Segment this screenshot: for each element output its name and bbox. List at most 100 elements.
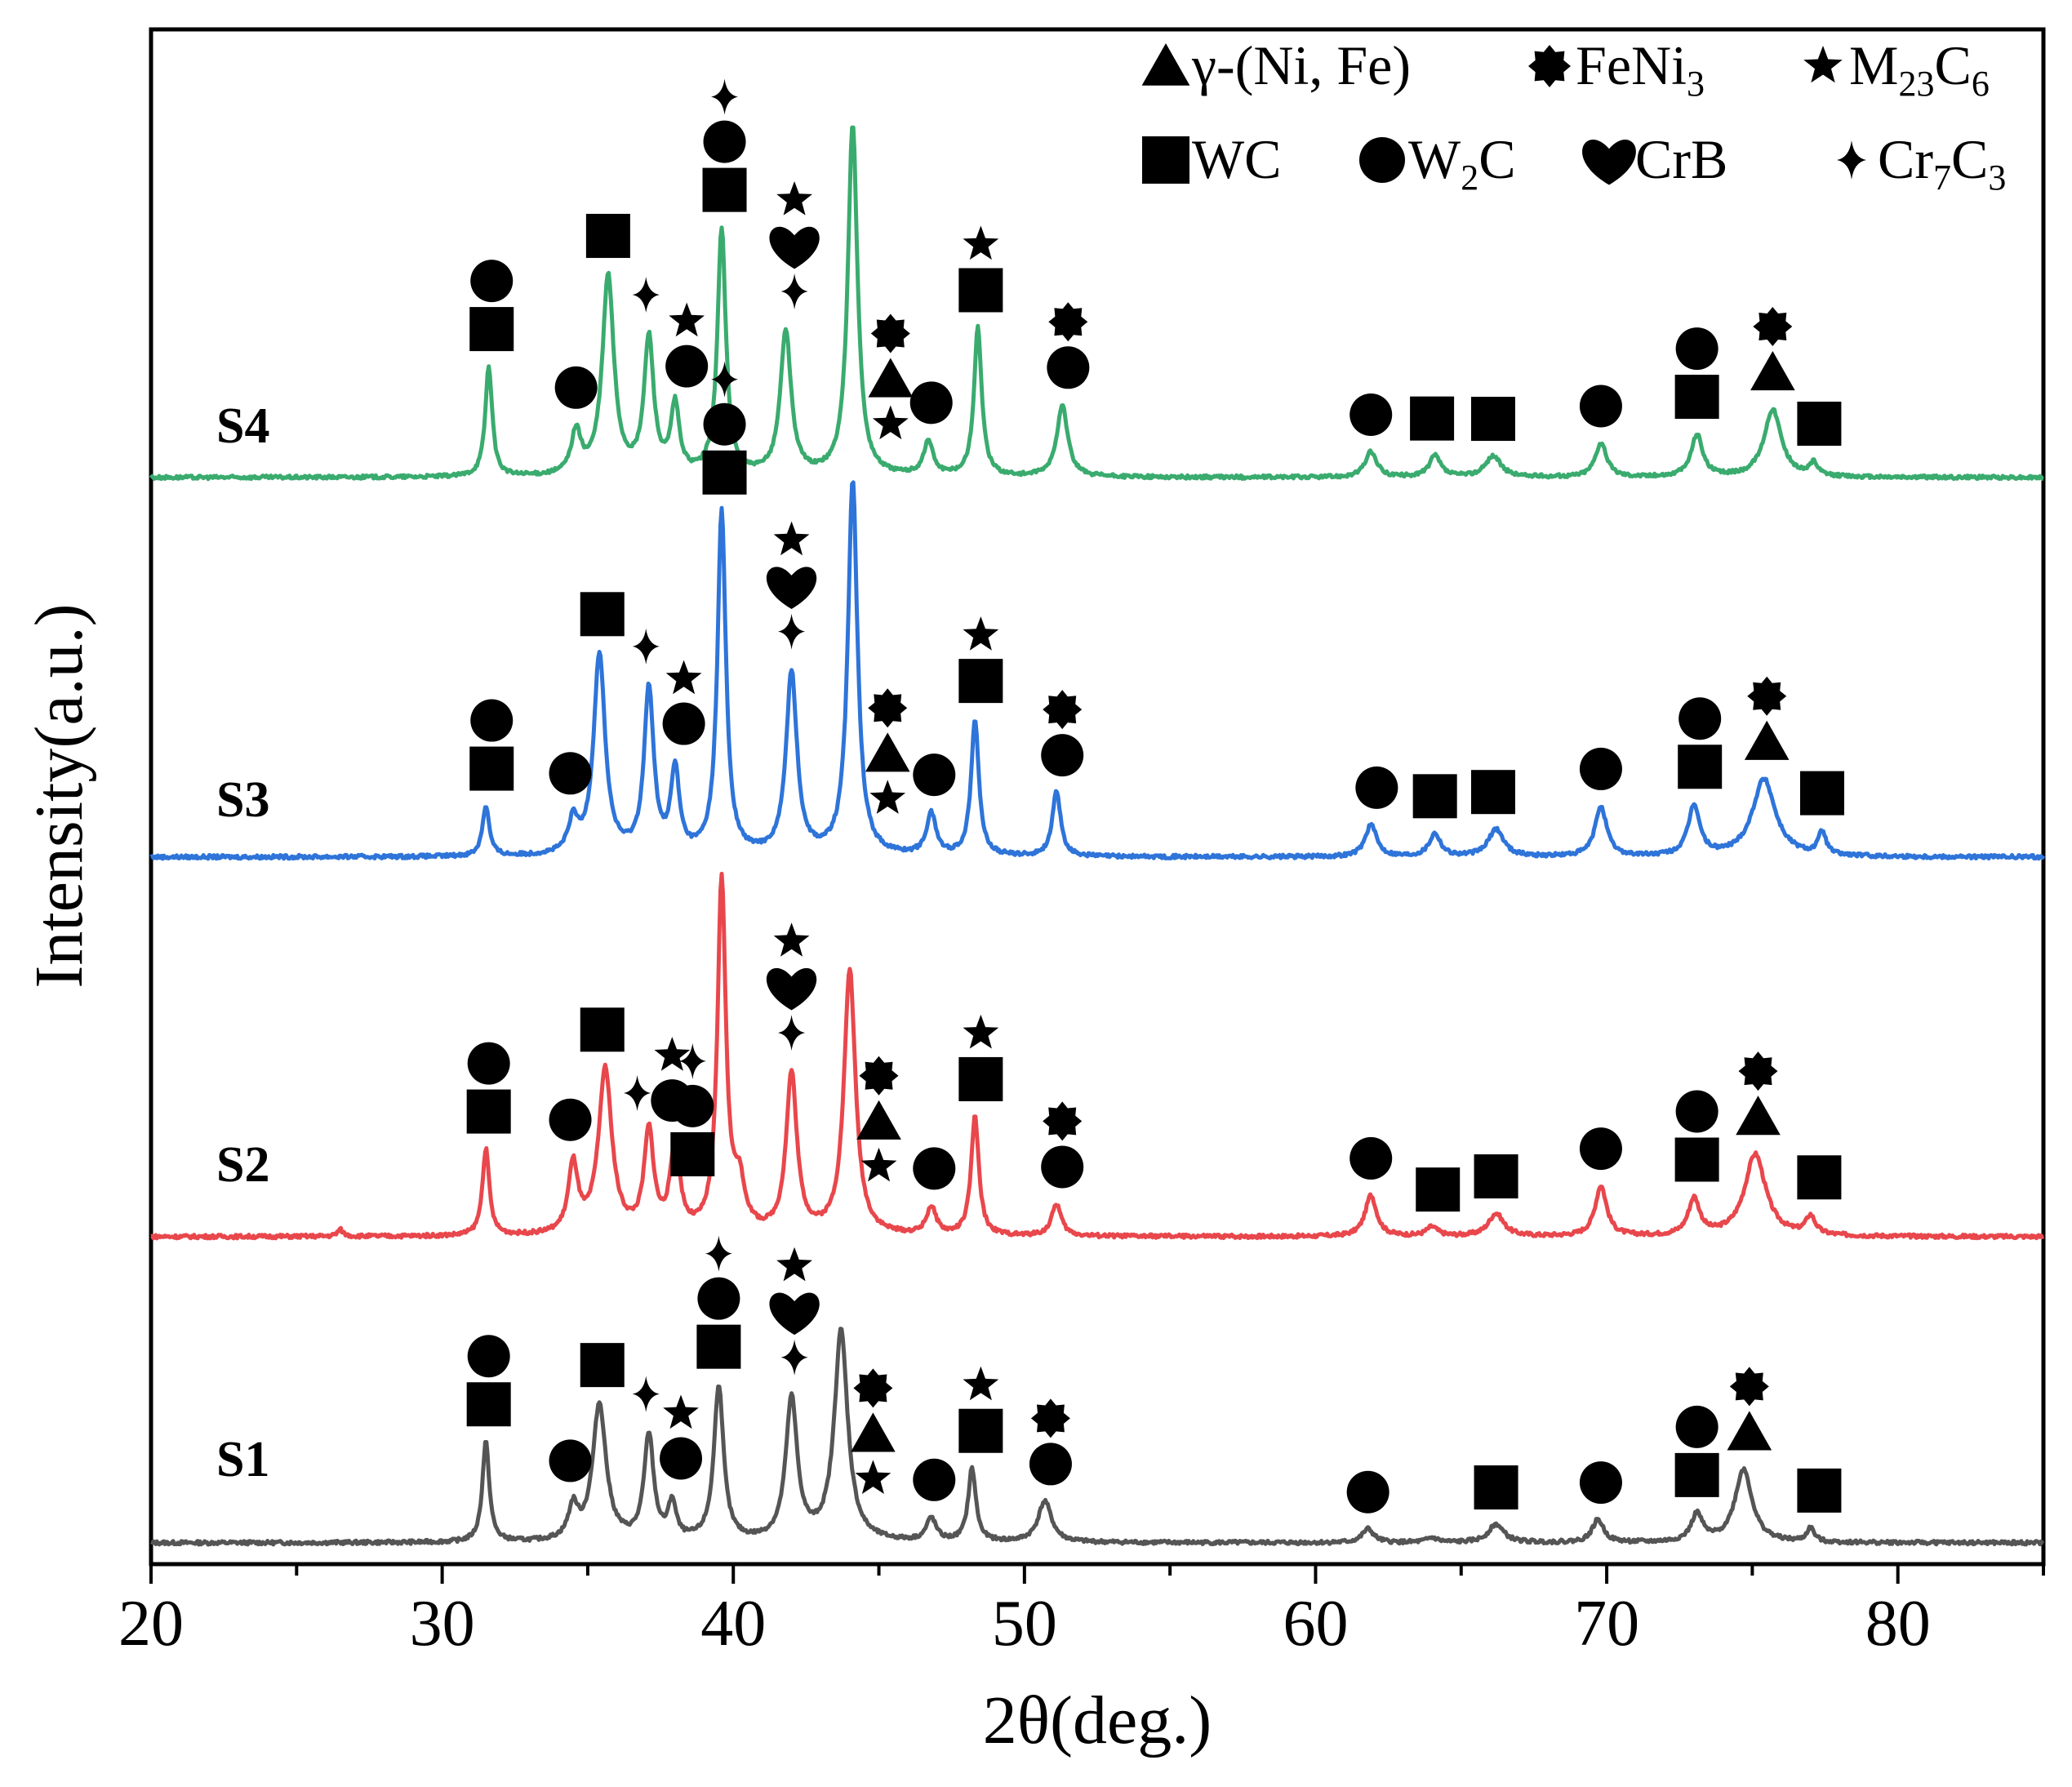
- peak-marker-circle-icon: [913, 1147, 956, 1190]
- peak-marker-circle-icon: [549, 1439, 592, 1482]
- peak-marker-square-icon: [1674, 1137, 1719, 1182]
- legend-item-star: M23C6: [1803, 34, 1990, 104]
- peak-marker-circle-icon: [1579, 1127, 1622, 1171]
- peak-marker-circle-icon: [467, 1042, 510, 1085]
- x-tick-label: 30: [410, 1588, 475, 1660]
- peak-marker-triangle-icon: [856, 1100, 901, 1140]
- peak-marker-circle-icon: [1678, 697, 1722, 740]
- peak-marker-circle-icon: [549, 752, 592, 795]
- peak-marker-square-icon: [1410, 396, 1455, 441]
- peak-marker-cross-icon: [705, 1235, 732, 1272]
- legend-circle-icon: [1359, 137, 1405, 183]
- legend-label: W2C: [1408, 128, 1516, 198]
- peak-marker-square-icon: [1797, 1468, 1842, 1513]
- x-tick-label: 40: [700, 1588, 766, 1660]
- legend-item-triangle: γ-(Ni, Fe): [1141, 34, 1411, 96]
- peak-marker-square-icon: [1470, 397, 1515, 442]
- peak-marker-starburst-icon: [1043, 690, 1083, 730]
- legend-label: M23C6: [1849, 34, 1990, 104]
- legend-triangle-icon: [1141, 43, 1190, 86]
- peak-marker-star-icon: [872, 405, 909, 440]
- peak-marker-circle-icon: [1047, 346, 1090, 389]
- legend-square-icon: [1142, 136, 1189, 184]
- series-line-s2: [149, 871, 2045, 1241]
- peak-marker-star-icon: [773, 922, 810, 957]
- sample-label-s1: S1: [216, 1432, 269, 1487]
- peak-marker-heart-icon: [766, 567, 817, 609]
- peak-marker-starburst-icon: [868, 688, 908, 728]
- peak-marker-starburst-icon: [1043, 1101, 1083, 1141]
- x-tick-label: 70: [1574, 1588, 1639, 1660]
- peak-marker-circle-icon: [1675, 1090, 1719, 1133]
- peak-marker-starburst-icon: [853, 1368, 893, 1408]
- peak-marker-starburst-icon: [870, 313, 910, 353]
- legend-label: Cr7C3: [1878, 128, 2006, 198]
- peak-marker-square-icon: [702, 167, 747, 212]
- legend: γ-(Ni, Fe) FeNi3 M23C6 WC W2C CrB Cr7C3: [1141, 34, 2006, 198]
- peak-marker-star-icon: [963, 225, 999, 260]
- peak-marker-square-icon: [958, 268, 1003, 313]
- peak-marker-heart-icon: [766, 967, 817, 1011]
- x-tick-label: 80: [1865, 1588, 1931, 1660]
- peak-marker-cross-icon: [711, 78, 739, 115]
- legend-item-heart: CrB: [1582, 128, 1727, 190]
- peak-marker-circle-icon: [703, 120, 746, 163]
- peak-marker-triangle-icon: [1750, 350, 1795, 391]
- peak-marker-triangle-icon: [1736, 1096, 1781, 1136]
- peak-marker-star-icon: [654, 1037, 691, 1071]
- peak-marker-circle-icon: [913, 753, 956, 797]
- x-axis-label: 2θ(deg.): [983, 1683, 1212, 1758]
- peak-marker-cross-icon: [780, 1339, 808, 1376]
- peak-marker-star-icon: [773, 521, 810, 556]
- peak-marker-starburst-icon: [1729, 1367, 1769, 1407]
- peak-marker-triangle-icon: [865, 732, 910, 772]
- peak-marker-circle-icon: [671, 1084, 714, 1127]
- peak-marker-circle-icon: [470, 260, 514, 303]
- legend-item-cross: Cr7C3: [1837, 128, 2006, 198]
- sample-label-s2: S2: [216, 1137, 269, 1193]
- sample-label-s3: S3: [216, 772, 269, 828]
- peak-marker-square-icon: [670, 1131, 715, 1176]
- plot-frame: [149, 27, 2046, 1567]
- peak-marker-starburst-icon: [1747, 676, 1787, 716]
- peak-marker-star-icon: [963, 1014, 999, 1049]
- peak-marker-square-icon: [1799, 771, 1844, 816]
- series-line-s3: [149, 480, 2046, 861]
- peak-marker-cross-icon: [780, 273, 808, 310]
- peak-marker-square-icon: [580, 1007, 625, 1052]
- peak-marker-circle-icon: [1041, 734, 1084, 777]
- peak-marker-triangle-icon: [1744, 720, 1790, 760]
- series-layer: [149, 125, 2046, 1547]
- peak-marker-cross-icon: [632, 628, 660, 665]
- x-axis-ticks: 20 30 40 50 60 70 80: [118, 1564, 2045, 1660]
- peak-marker-starburst-icon: [1738, 1051, 1778, 1091]
- peak-marker-circle-icon: [1579, 385, 1622, 428]
- peak-marker-triangle-icon: [868, 358, 914, 398]
- peak-marker-circle-icon: [1029, 1442, 1072, 1486]
- peak-marker-star-icon: [869, 780, 906, 814]
- peak-marker-star-icon: [963, 616, 999, 651]
- peak-marker-cross-icon: [632, 1376, 660, 1412]
- peak-marker-circle-icon: [909, 381, 953, 425]
- peak-marker-star-icon: [669, 302, 705, 337]
- legend-item-circle: W2C: [1359, 128, 1516, 198]
- peak-marker-starburst-icon: [859, 1056, 899, 1096]
- legend-item-square: WC: [1142, 128, 1282, 190]
- x-tick-label: 60: [1283, 1588, 1348, 1660]
- peak-marker-starburst-icon: [1753, 307, 1793, 346]
- peak-marker-square-icon: [1474, 1154, 1518, 1199]
- peak-marker-circle-icon: [703, 402, 746, 446]
- peak-marker-square-icon: [1474, 1465, 1518, 1510]
- peak-marker-star-icon: [860, 1147, 897, 1182]
- peak-marker-square-icon: [1797, 1155, 1842, 1200]
- peak-marker-square-icon: [580, 592, 625, 637]
- x-tick-label: 50: [992, 1588, 1057, 1660]
- legend-cross-icon: [1837, 140, 1866, 180]
- peak-marker-circle-icon: [1349, 1136, 1393, 1180]
- legend-star-icon: [1803, 46, 1843, 83]
- peak-marker-circle-icon: [1579, 1461, 1622, 1505]
- sample-labels: S1 S2 S3 S4: [216, 398, 269, 1487]
- peak-marker-circle-icon: [662, 702, 705, 745]
- peak-marker-square-icon: [466, 1382, 511, 1427]
